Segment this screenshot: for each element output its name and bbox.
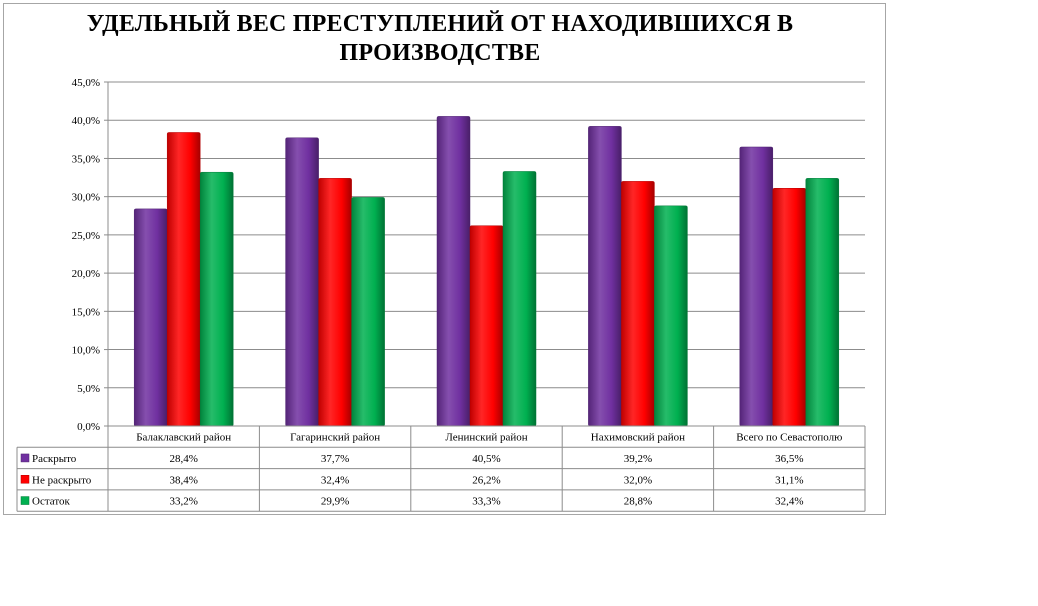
legend-key	[20, 453, 30, 463]
table-value: 33,2%	[169, 496, 197, 508]
legend-label: Не раскрыто	[32, 474, 92, 486]
bar-1-2	[285, 137, 319, 427]
y-tick-label: 10,0%	[72, 345, 100, 357]
table-value: 31,1%	[775, 474, 803, 486]
table-value: 36,5%	[775, 453, 803, 465]
bar-2-1	[166, 132, 201, 427]
y-tick-label: 20,0%	[72, 268, 100, 280]
bar-1-3	[436, 116, 471, 427]
table-value: 26,2%	[472, 474, 500, 486]
y-tick-label: 35,0%	[72, 153, 100, 165]
bar-2-2	[318, 178, 352, 427]
y-tick-label: 5,0%	[77, 383, 100, 395]
legend-label: Остаток	[32, 496, 71, 508]
y-tick-label: 30,0%	[72, 192, 100, 204]
table-value: 38,4%	[169, 474, 197, 486]
table-value: 32,4%	[775, 496, 803, 508]
category-label: Нахимовский район	[591, 432, 685, 444]
bar-3-1	[199, 171, 234, 427]
bar-2-4	[621, 181, 655, 427]
table-value: 33,3%	[472, 496, 500, 508]
bar-3-4	[654, 205, 688, 427]
table-value: 28,4%	[169, 453, 197, 465]
y-tick-label: 45,0%	[72, 77, 100, 89]
table-value: 39,2%	[624, 453, 652, 465]
bar-3-2	[351, 197, 385, 427]
table-value: 32,4%	[321, 474, 349, 486]
table-value: 32,0%	[624, 474, 652, 486]
bar-1-5	[739, 146, 774, 427]
legend-key	[20, 496, 30, 505]
legend-key	[20, 475, 30, 484]
table-value: 40,5%	[472, 453, 500, 465]
bar-2-5	[772, 188, 807, 427]
category-label: Гагаринский район	[290, 432, 380, 444]
table-value: 28,8%	[624, 496, 652, 508]
category-label: Балаклавский район	[136, 432, 231, 444]
y-tick-label: 40,0%	[72, 115, 100, 127]
bar-2-3	[469, 225, 504, 427]
category-label: Всего по Севастополю	[736, 432, 842, 444]
y-tick-label: 0,0%	[77, 421, 100, 433]
bar-1-1	[133, 208, 168, 427]
bar-3-5	[805, 178, 840, 427]
table-value: 29,9%	[321, 496, 349, 508]
y-tick-label: 15,0%	[72, 306, 100, 318]
legend-label: Раскрыто	[32, 453, 77, 465]
bar-1-4	[588, 126, 622, 427]
category-label: Ленинский район	[445, 432, 527, 444]
bar-3-3	[502, 171, 537, 427]
y-tick-label: 25,0%	[72, 230, 100, 242]
table-value: 37,7%	[321, 453, 349, 465]
chart-title: УДЕЛЬНЫЙ ВЕС ПРЕСТУПЛЕНИЙ ОТ НАХОДИВШИХС…	[86, 11, 794, 66]
